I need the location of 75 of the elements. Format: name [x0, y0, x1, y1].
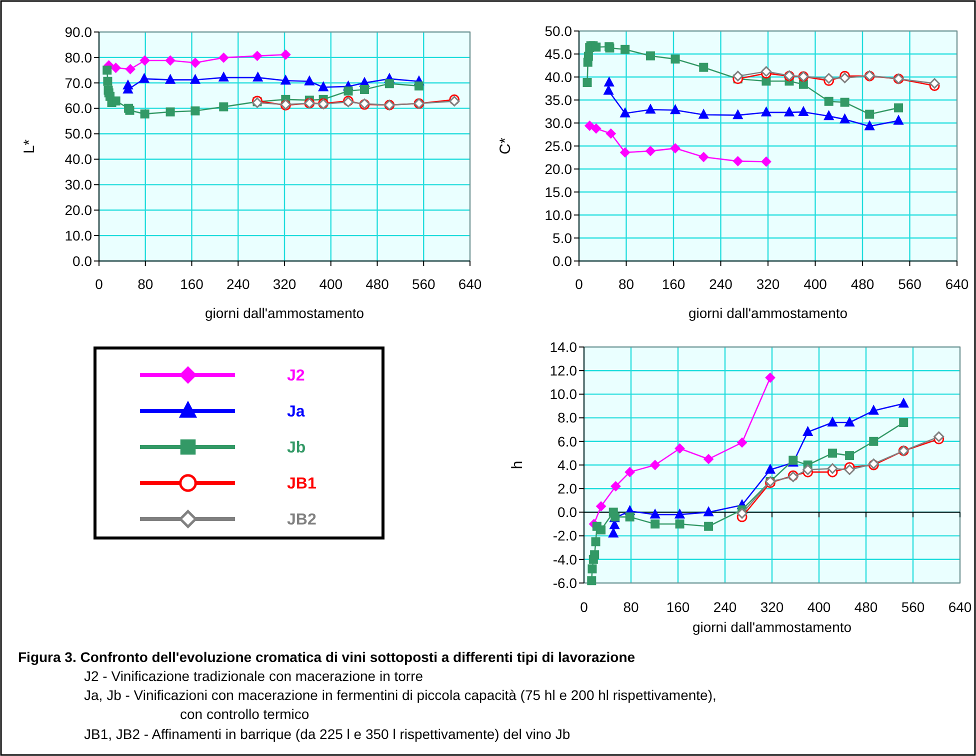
y-tick-label: -4.0 [552, 551, 578, 568]
y-axis-title: C* [497, 138, 514, 154]
text: con controllo termico [180, 706, 310, 722]
text: Ja, Jb - Vinificazioni con macerazione in fermentini di piccola capacità (75 hl e 200 hl rispettivamente), [84, 687, 716, 703]
y-tick-label: 60.0 [64, 100, 92, 116]
x-axis-title: giorni dall'ammostamento [204, 305, 364, 321]
y-tick-label: 10.0 [64, 227, 92, 244]
x-tick-label: 560 [412, 276, 436, 292]
x-tick-label: 560 [901, 599, 925, 615]
x-tick-label: 160 [662, 276, 686, 292]
y-tick-label: 30.0 [64, 176, 92, 193]
y-tick-label: 10.0 [550, 386, 578, 402]
y-tick-label: 50.0 [64, 126, 92, 142]
y-tick-label: 40.0 [544, 68, 572, 85]
y-tick-label: 6.0 [558, 433, 578, 450]
y-tick-label: 14.0 [550, 338, 578, 355]
x-tick-label: 160 [666, 599, 690, 615]
y-tick-label: -2.0 [552, 528, 578, 544]
x-tick-label: 560 [898, 276, 922, 292]
text: J2 - Vinificazione tradizionale con macerazione in torre [84, 668, 424, 684]
y-tick-label: 12.0 [550, 362, 578, 378]
y-tick-label: 0.0 [552, 252, 572, 269]
text: Ja [287, 404, 305, 421]
x-tick-label: 320 [756, 276, 780, 292]
y-tick-label: 0.0 [72, 252, 92, 269]
x-tick-label: 480 [366, 276, 390, 292]
y-tick-label: 5.0 [552, 230, 572, 246]
x-axis-title: giorni dall'ammostamento [688, 305, 848, 321]
x-tick-label: 240 [226, 276, 250, 292]
x-tick-label: 320 [760, 599, 784, 615]
y-tick-label: 40.0 [64, 151, 92, 168]
x-tick-label: 160 [180, 276, 204, 292]
y-tick-label: 25.0 [544, 138, 572, 154]
x-tick-label: 240 [709, 276, 733, 292]
x-tick-label: 400 [804, 276, 828, 292]
y-tick-label: 0.0 [558, 504, 578, 520]
x-tick-label: 480 [854, 599, 878, 615]
y-tick-label: 4.0 [558, 456, 578, 473]
text: J2 [287, 368, 305, 385]
text: JB1 [287, 476, 316, 493]
x-tick-label: 80 [618, 276, 634, 292]
x-tick-label: 80 [623, 599, 639, 615]
y-tick-label: 20.0 [64, 202, 92, 218]
y-tick-label: 10.0 [544, 206, 572, 223]
x-tick-label: 400 [807, 599, 831, 615]
text: JB1, JB2 - Affinamenti in barrique (da 225 l e 350 l rispettivamente) del vino Jb [84, 726, 570, 742]
x-tick-label: 640 [458, 276, 482, 292]
y-axis-title: L* [21, 139, 38, 154]
x-tick-label: 0 [580, 599, 588, 615]
x-tick-label: 400 [319, 276, 343, 292]
y-tick-label: 15.0 [544, 184, 572, 200]
y-tick-label: 35.0 [544, 92, 572, 108]
y-tick-label: 70.0 [64, 74, 92, 91]
y-tick-label: 90.0 [64, 24, 92, 40]
y-tick-label: 80.0 [64, 49, 92, 66]
x-tick-label: 0 [575, 276, 584, 292]
x-axis-title: giorni dall'ammostamento [692, 619, 852, 635]
x-tick-label: 640 [948, 599, 972, 615]
y-axis-title: h [509, 460, 526, 470]
y-tick-label: 50.0 [544, 22, 572, 39]
x-tick-label: 240 [713, 599, 737, 615]
x-tick-label: 480 [850, 276, 874, 292]
y-tick-label: 8.0 [558, 410, 578, 426]
text: Figura 3. Confronto dell'evoluzione cromatica di vini sottoposti a differenti tipi di lavorazione [18, 649, 636, 665]
y-tick-label: 2.0 [558, 480, 578, 496]
y-tick-label: 20.0 [544, 160, 572, 177]
x-tick-label: 320 [272, 276, 296, 292]
x-tick-label: 640 [945, 276, 969, 292]
y-tick-label: -6.0 [552, 574, 578, 591]
x-tick-label: 0 [95, 276, 104, 292]
y-tick-label: 30.0 [544, 114, 572, 131]
text: JB2 [287, 512, 316, 529]
y-tick-label: 45.0 [544, 46, 572, 62]
text: Jb [287, 440, 306, 457]
x-tick-label: 80 [138, 276, 154, 292]
